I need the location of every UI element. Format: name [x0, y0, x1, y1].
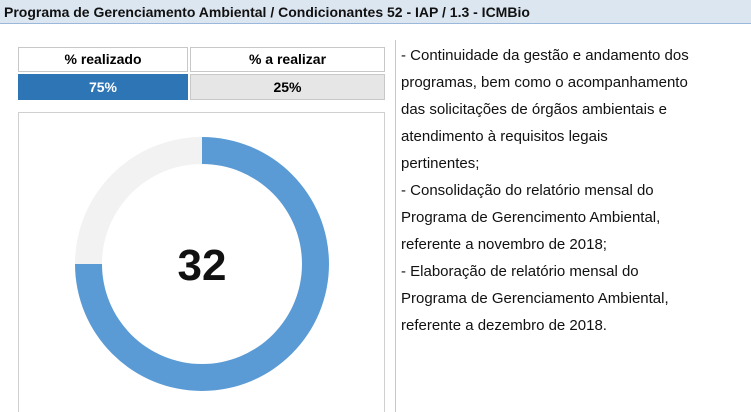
header-title: Programa de Gerenciamento Ambiental / Co…	[0, 0, 751, 24]
donut-chart: 32	[75, 137, 329, 391]
note-line: - Continuidade da gestão e andamento dos	[401, 47, 689, 64]
note-line: programas, bem como o acompanhamento	[401, 74, 688, 91]
note-line: Programa de Gerencimento Ambiental,	[401, 209, 661, 226]
notes: - Continuidade da gestão e andamento dos…	[401, 42, 751, 339]
note-line: das solicitações de órgãos ambientais e	[401, 101, 667, 118]
done-value: 75%	[18, 74, 188, 100]
note-line: referente a dezembro de 2018.	[401, 317, 607, 334]
column-header: % realizado	[18, 47, 188, 72]
note-line: - Consolidação do relatório mensal do	[401, 182, 654, 199]
note-line: - Elaboração de relatório mensal do	[401, 263, 639, 280]
donut-segment	[75, 137, 202, 264]
column-header: % a realizar	[190, 47, 385, 72]
chart-box	[18, 112, 385, 412]
note-line: Programa de Gerenciamento Ambiental,	[401, 290, 669, 307]
note-line: referente a novembro de 2018;	[401, 236, 607, 253]
note-line: pertinentes;	[401, 155, 480, 172]
separator	[395, 40, 396, 412]
todo-value: 25%	[190, 74, 385, 100]
note-line: atendimento à requisitos legais	[401, 128, 608, 145]
center-label: 32	[178, 241, 227, 290]
